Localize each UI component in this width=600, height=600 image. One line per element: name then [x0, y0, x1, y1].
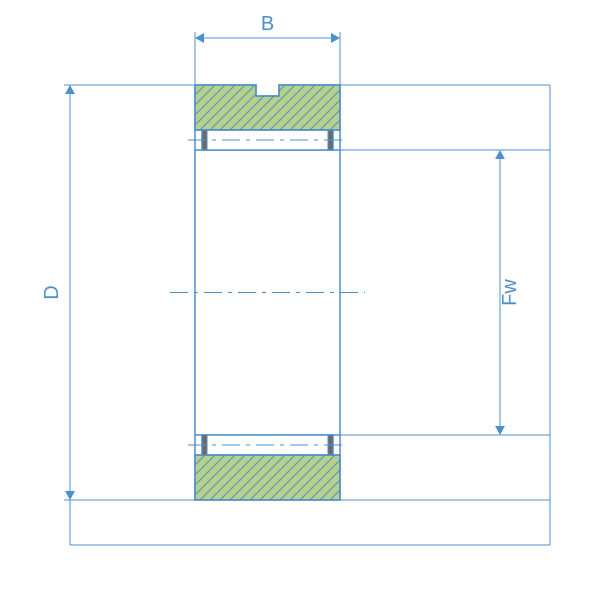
svg-text:B: B: [261, 13, 274, 35]
svg-text:D: D: [41, 285, 63, 299]
svg-text:Fw: Fw: [499, 279, 521, 306]
